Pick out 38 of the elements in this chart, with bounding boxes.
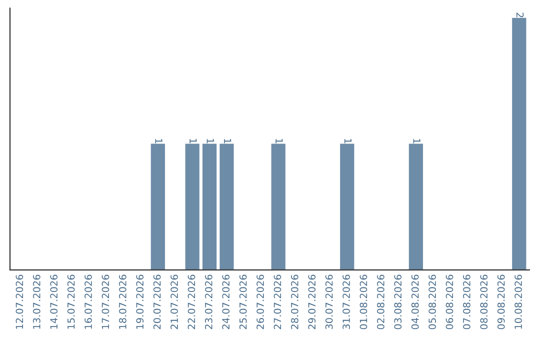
x-tick-label: 17.07.2026 — [102, 274, 110, 329]
data-label: 1 — [413, 138, 420, 144]
x-tick-label: 22.07.2026 — [188, 274, 196, 330]
x-tick-label: 30.07.2026 — [325, 274, 333, 330]
x-tick-label: 06.08.2026 — [446, 274, 454, 330]
x-tick-label: 08.08.2026 — [480, 274, 488, 330]
x-tick-label: 10.08.2026 — [514, 274, 522, 329]
x-tick-label: 12.07.2026 — [16, 274, 24, 329]
x-tick-label: 21.07.2026 — [170, 274, 178, 330]
x-tick-label: 28.07.2026 — [291, 274, 298, 330]
x-tick-label: 25.07.2026 — [239, 274, 247, 330]
x-tick-label: 13.07.2026 — [32, 274, 40, 329]
x-tick-label: 29.07.2026 — [308, 274, 316, 330]
x-tick-label: 04.08.2026 — [411, 274, 419, 330]
data-label: 1 — [155, 138, 162, 144]
x-tick-label: 27.07.2026 — [274, 274, 282, 330]
x-tick-label: 24.07.2026 — [222, 274, 230, 330]
x-tick-label: 19.07.2026 — [136, 274, 144, 329]
data-label: 2 — [516, 12, 524, 18]
data-label: 1 — [190, 138, 197, 144]
data-label: 1 — [344, 138, 352, 144]
x-tick-label: 09.08.2026 — [497, 274, 505, 330]
x-tick-label: 18.07.2026 — [118, 274, 126, 329]
data-label: 1 — [206, 138, 214, 144]
data-label: 1 — [276, 138, 283, 144]
x-tick-label: 16.07.2026 — [84, 274, 92, 329]
x-tick-label: 01.08.2026 — [360, 274, 368, 330]
x-tick-label: 15.07.2026 — [67, 274, 75, 329]
x-tick-label: 23.07.2026 — [204, 274, 212, 330]
x-tick-label: 31.07.2026 — [342, 274, 350, 330]
data-label: 1 — [224, 138, 232, 144]
x-tick-label: 26.07.2026 — [256, 274, 264, 330]
x-tick-label: 03.08.2026 — [394, 274, 402, 330]
x-tick-label: 05.08.2026 — [428, 274, 436, 330]
x-tick-label: 20.07.2026 — [153, 274, 161, 330]
x-tick-label: 07.08.2026 — [463, 274, 470, 330]
x-tick-label: 14.07.2026 — [50, 274, 58, 329]
x-tick-label: 02.08.2026 — [377, 274, 384, 330]
